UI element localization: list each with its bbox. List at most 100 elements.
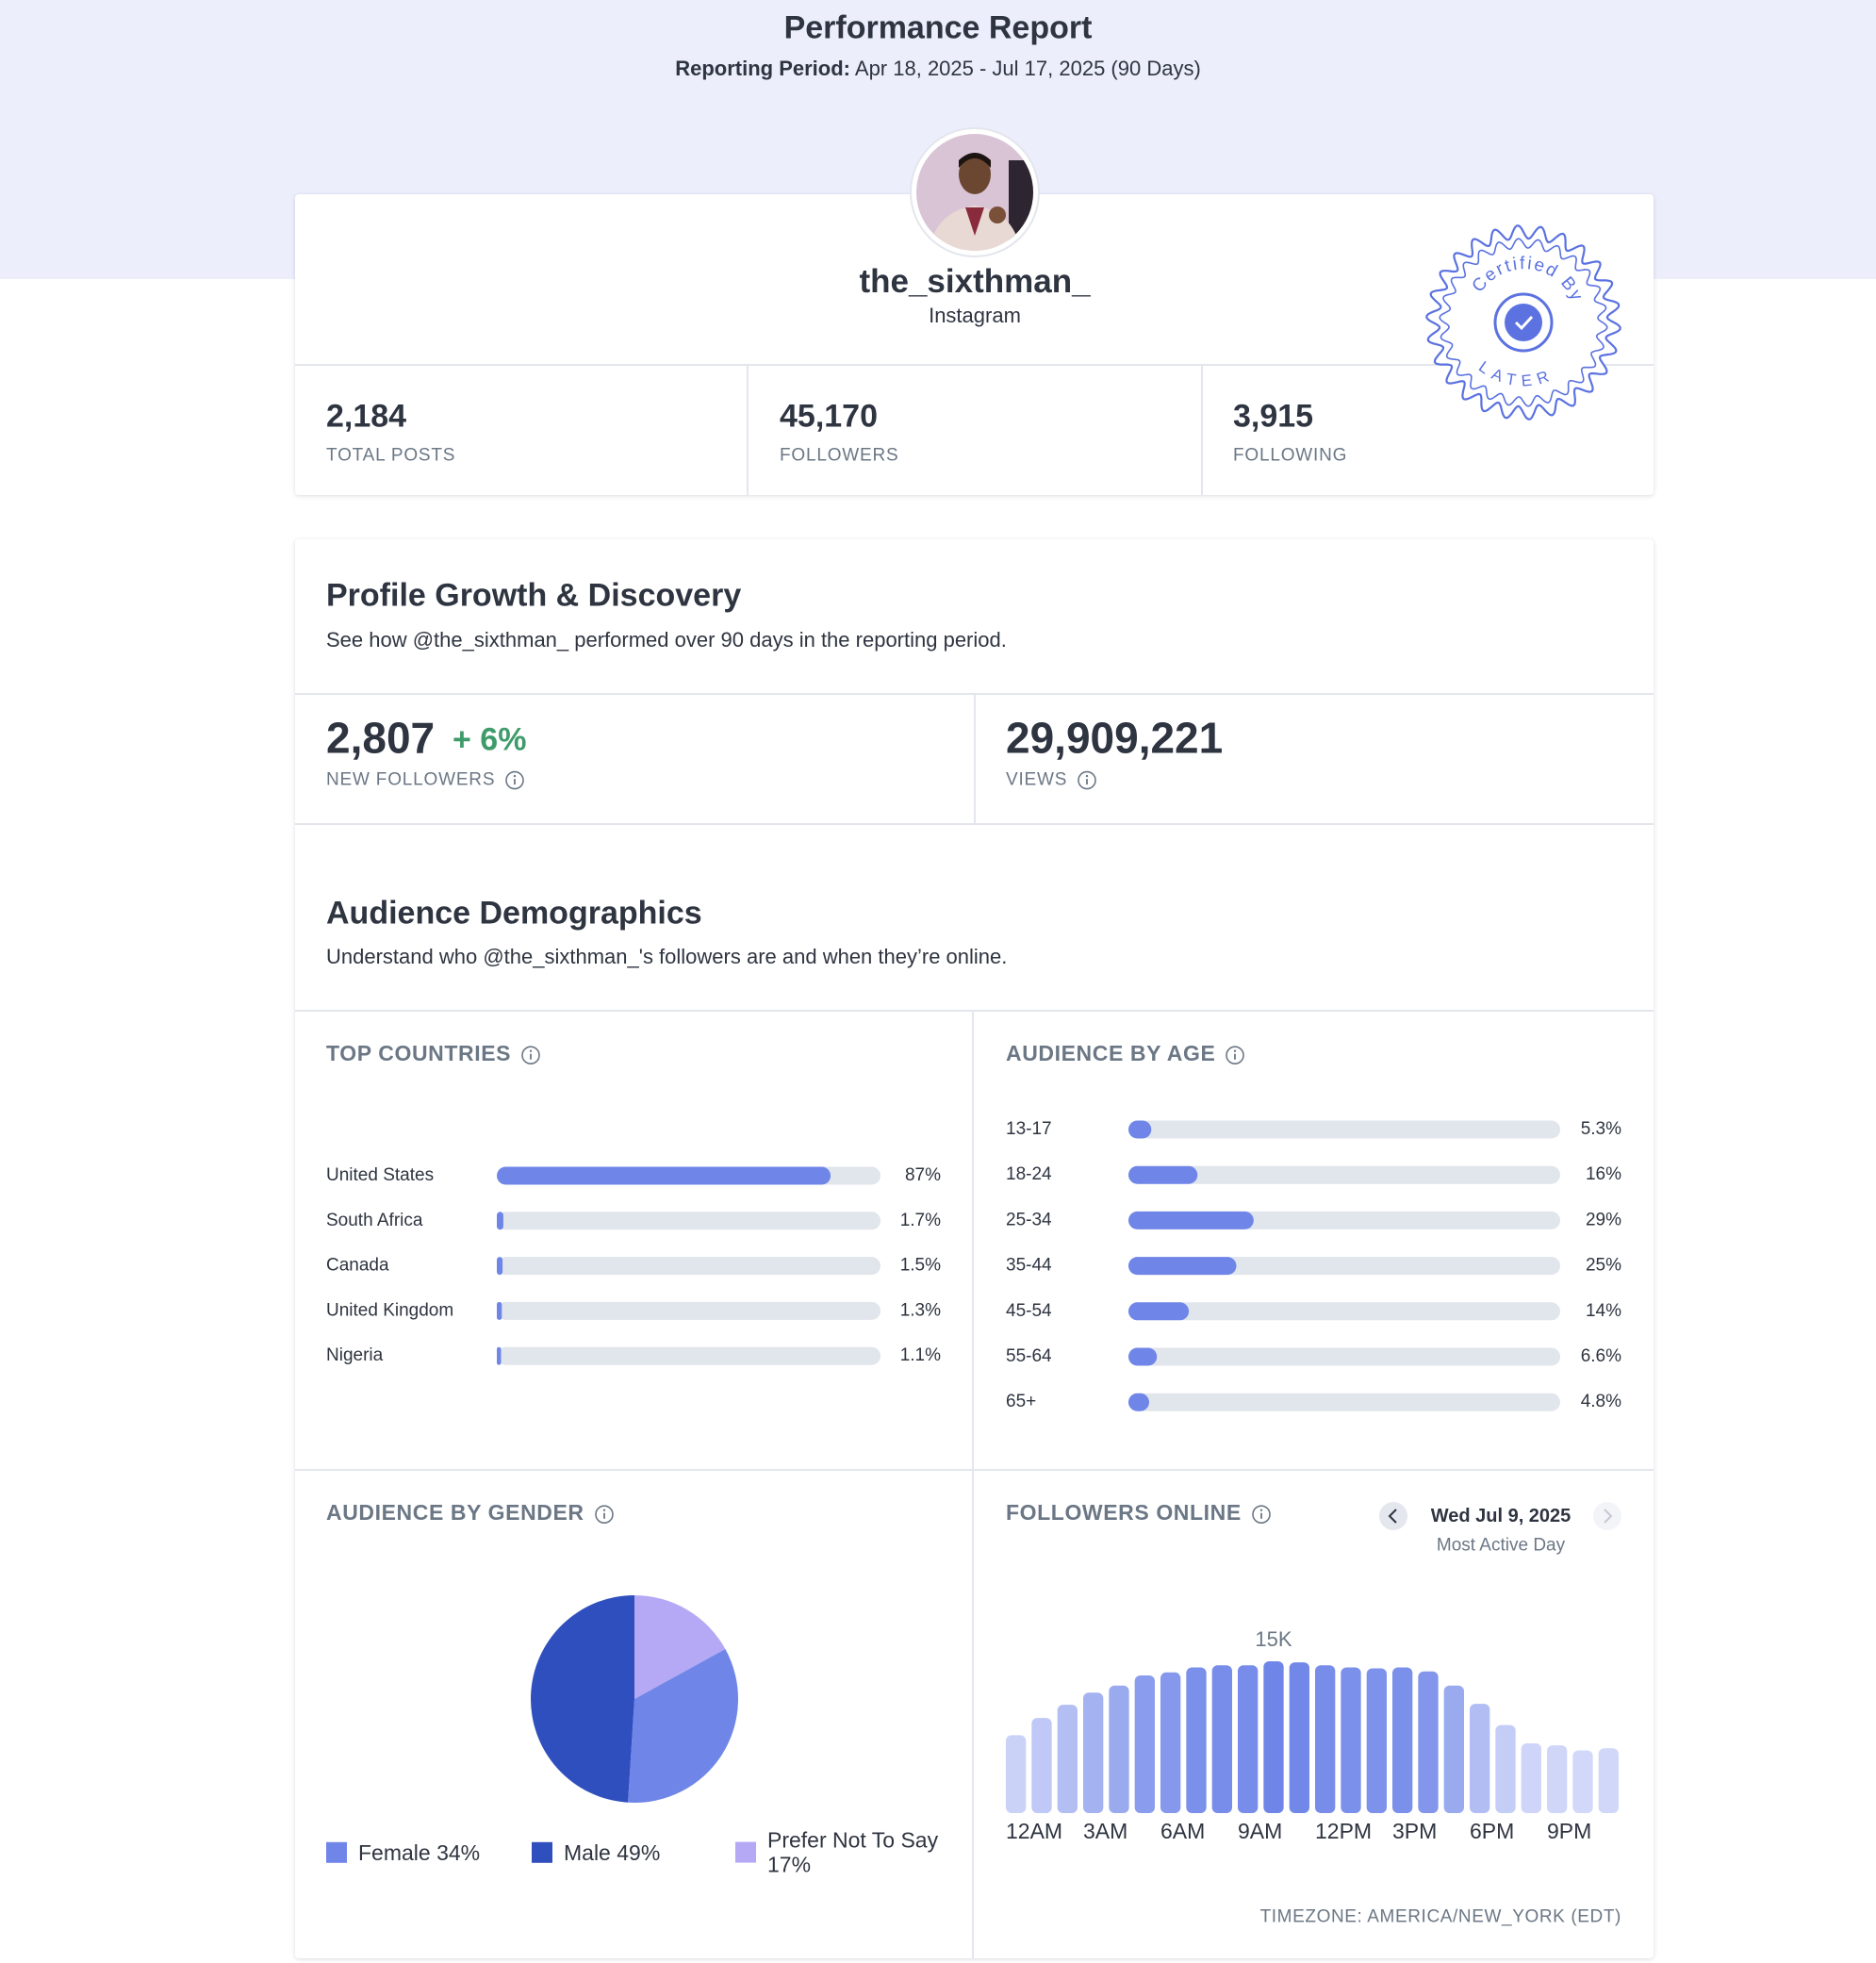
next-day-button[interactable] [1593,1502,1621,1530]
info-icon[interactable] [594,1504,615,1525]
panel-title-text: AUDIENCE BY AGE [1006,1041,1216,1066]
bar-track [497,1257,880,1276]
bar-value-label: 29% [1586,1210,1621,1229]
x-tick-label: 9PM [1547,1819,1591,1843]
bar [1238,1665,1259,1813]
bar [1315,1665,1336,1813]
metric-value: 29,909,221 [1006,713,1224,763]
bar-track [1128,1120,1560,1139]
legend-text: Female 34% [358,1840,480,1865]
bar-value-label: 14% [1586,1301,1621,1321]
bar-label: 45-54 [1006,1301,1052,1321]
x-tick-label: 3PM [1392,1819,1437,1843]
reporting-period: Reporting Period: Apr 18, 2025 - Jul 17,… [675,57,1201,81]
avatar [910,127,1040,257]
legend-text: Prefer Not To Say 17% [767,1828,956,1878]
bar [1128,1165,1198,1184]
bar [497,1257,503,1276]
section-subtitle: See how @the_sixthman_ performed over 90… [326,627,1007,652]
bar [1470,1704,1490,1813]
bar-track [1128,1347,1560,1366]
bar [1572,1750,1593,1813]
metric-label: VIEWS [1006,770,1097,792]
bar [1495,1724,1516,1813]
x-tick-label: 9AM [1238,1819,1282,1843]
bar [1006,1735,1027,1813]
panel-title: FOLLOWERS ONLINE [1006,1500,1272,1526]
legend-item: Male 49% [532,1840,660,1865]
section-subtitle: Understand who @the_sixthman_'s follower… [326,944,1008,968]
bar [497,1166,831,1185]
metric-value: 2,807 [326,713,436,763]
bar [1083,1692,1104,1813]
metric-label: NEW FOLLOWERS [326,770,525,792]
bar [497,1301,502,1320]
divider [747,364,749,495]
bar-value-label: 87% [905,1165,941,1185]
bar-label: 65+ [1006,1392,1036,1411]
bar-track [1128,1165,1560,1184]
active-date: Wed Jul 9, 2025 [1430,1506,1572,1526]
bar [1392,1667,1413,1813]
bar-value-label: 25% [1586,1256,1621,1276]
section-title: Audience Demographics [326,895,702,932]
x-tick-label: 6AM [1160,1819,1205,1843]
panel-title-text: AUDIENCE BY GENDER [326,1500,584,1526]
info-icon[interactable] [520,1045,541,1065]
legend-item: Prefer Not To Say 17% [735,1828,956,1878]
bar-track [497,1301,880,1320]
panel-title-text: TOP COUNTRIES [326,1041,512,1066]
bar-label: 18-24 [1006,1164,1052,1184]
legend-swatch [735,1842,756,1863]
x-tick-label: 6PM [1470,1819,1514,1843]
divider [1201,364,1203,495]
legend-name: Prefer Not To Say [767,1827,939,1853]
x-tick-label: 12PM [1315,1819,1372,1843]
info-icon[interactable] [1251,1504,1272,1525]
legend-swatch [532,1842,552,1863]
bar [1109,1685,1129,1813]
x-tick-label: 3AM [1083,1819,1127,1843]
bar [497,1346,502,1365]
bar [1128,1302,1190,1321]
bar-value-label: 1.7% [900,1211,941,1230]
bar-value-label: 15K [1255,1627,1292,1651]
metric-label-text: NEW FOLLOWERS [326,769,496,790]
bar [1263,1661,1284,1813]
platform: Instagram [929,303,1021,327]
info-icon[interactable] [504,770,525,791]
badge-ring [1439,238,1608,407]
bar [1186,1667,1207,1813]
info-icon[interactable] [1077,770,1097,791]
username: the_sixthman_ [859,263,1091,300]
pie-slice [530,1595,634,1803]
bar-label: Canada [326,1256,389,1276]
panel-title: AUDIENCE BY GENDER [326,1500,615,1526]
stat-value: 2,184 [326,398,407,435]
bar-value-label: 6.6% [1581,1346,1621,1366]
bar [1128,1211,1254,1229]
info-icon[interactable] [1225,1045,1245,1065]
bar [1128,1120,1152,1139]
period-value: Apr 18, 2025 - Jul 17, 2025 (90 Days) [854,56,1201,80]
timezone: TIMEZONE: AMERICA/NEW_YORK (EDT) [1259,1906,1621,1927]
legend-item: Female 34% [326,1840,480,1865]
bar-track [497,1212,880,1230]
bar [1134,1675,1155,1813]
bar-label: United States [326,1165,434,1185]
bar [1418,1671,1439,1813]
bar-value-label: 1.1% [900,1345,941,1365]
bar-value-label: 1.3% [900,1300,941,1320]
bar [1598,1748,1619,1813]
prev-day-button[interactable] [1379,1502,1407,1530]
legend-value: 49% [617,1839,661,1865]
bar-label: 35-44 [1006,1256,1052,1276]
stat-value: 45,170 [780,398,878,435]
stat-label: FOLLOWERS [780,445,899,466]
bar [1128,1257,1237,1276]
divider [295,364,1654,366]
legend-value: 34% [436,1839,481,1865]
legend-name: Female [358,1839,431,1865]
bar-value-label: 4.8% [1581,1392,1621,1411]
